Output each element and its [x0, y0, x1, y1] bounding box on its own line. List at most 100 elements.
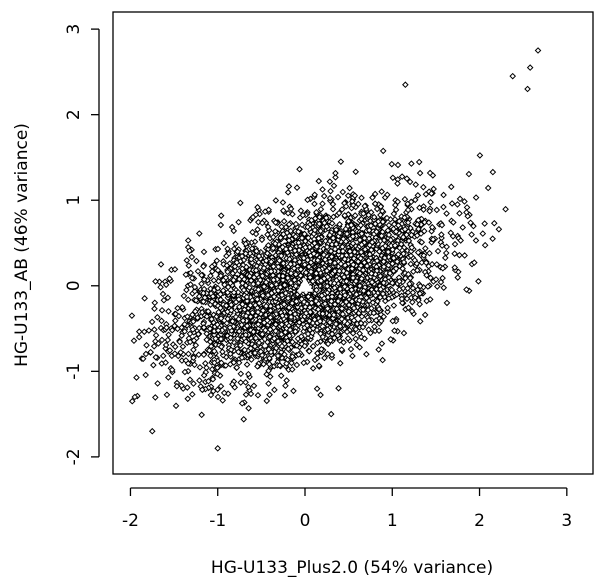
data-point	[247, 313, 254, 321]
data-point	[233, 364, 241, 371]
data-point	[191, 283, 199, 291]
data-point	[332, 169, 339, 177]
data-point	[168, 366, 176, 374]
data-point	[279, 199, 287, 206]
data-point	[248, 245, 256, 252]
data-point	[416, 169, 424, 177]
data-point	[249, 228, 256, 236]
data-point	[285, 304, 293, 311]
data-point	[247, 277, 255, 284]
data-point	[321, 256, 329, 263]
data-point	[247, 255, 255, 263]
data-point	[433, 206, 441, 214]
data-point	[315, 177, 323, 185]
data-point	[322, 214, 330, 222]
data-point	[502, 205, 509, 213]
data-point	[380, 263, 388, 271]
data-point	[298, 333, 305, 340]
data-point	[188, 274, 196, 282]
data-point	[389, 260, 396, 267]
data-point	[373, 228, 380, 236]
data-point	[297, 272, 304, 279]
data-point	[352, 168, 360, 176]
data-point	[184, 237, 192, 244]
data-point	[304, 223, 311, 231]
data-point	[298, 234, 306, 242]
data-point	[387, 335, 395, 343]
data-point	[293, 361, 301, 369]
data-point	[358, 241, 365, 249]
data-point	[184, 360, 192, 367]
data-point	[327, 410, 335, 418]
data-point	[279, 272, 287, 280]
data-point	[230, 276, 237, 284]
data-point	[420, 206, 427, 213]
data-point	[375, 305, 383, 313]
data-point	[526, 64, 534, 71]
data-point	[186, 330, 194, 338]
data-point	[287, 269, 295, 277]
data-point	[326, 319, 334, 326]
plot-frame	[112, 11, 594, 475]
data-point	[248, 356, 255, 363]
data-point	[353, 291, 360, 298]
data-point	[148, 318, 156, 326]
data-point	[426, 249, 433, 257]
data-point	[358, 230, 366, 238]
data-point	[204, 308, 212, 315]
data-point	[472, 194, 480, 201]
data-point	[292, 220, 300, 228]
data-point	[214, 364, 221, 371]
data-point	[420, 183, 427, 191]
data-point	[215, 308, 222, 316]
data-point	[230, 245, 238, 253]
data-point	[384, 248, 392, 256]
data-point	[461, 252, 468, 259]
data-point	[396, 244, 404, 252]
data-point	[317, 227, 324, 235]
data-point	[534, 47, 542, 54]
data-point	[309, 277, 317, 285]
data-point	[214, 266, 222, 274]
data-point	[414, 286, 421, 294]
data-point	[232, 240, 239, 248]
y-tick-label: -1	[64, 363, 84, 380]
data-point	[209, 293, 217, 300]
data-point	[409, 298, 416, 306]
data-point	[376, 294, 384, 301]
data-point	[266, 333, 274, 340]
data-point	[359, 306, 367, 314]
data-point	[222, 362, 230, 369]
data-point	[338, 315, 346, 323]
data-point	[287, 279, 295, 287]
data-point	[271, 386, 278, 394]
data-point	[311, 316, 318, 323]
data-point	[190, 337, 198, 344]
data-point	[350, 317, 358, 324]
data-point	[416, 300, 423, 308]
data-point	[427, 198, 434, 206]
data-point	[442, 249, 450, 257]
data-point	[311, 239, 318, 247]
data-point	[284, 274, 292, 282]
data-point	[264, 223, 272, 231]
data-point	[188, 253, 196, 261]
data-point	[370, 309, 378, 317]
data-point	[203, 336, 211, 344]
data-point	[313, 354, 321, 362]
data-point	[306, 308, 314, 316]
data-point	[184, 395, 192, 403]
data-point	[350, 304, 358, 312]
data-point	[241, 346, 249, 354]
data-point	[215, 277, 222, 285]
data-point	[328, 253, 335, 261]
data-point	[331, 267, 339, 275]
data-point	[277, 234, 284, 242]
data-point	[190, 354, 197, 362]
data-point	[193, 257, 200, 265]
data-point	[255, 339, 263, 347]
data-point	[159, 352, 167, 360]
data-point	[314, 339, 321, 347]
data-point	[270, 293, 278, 301]
data-point	[414, 249, 422, 256]
